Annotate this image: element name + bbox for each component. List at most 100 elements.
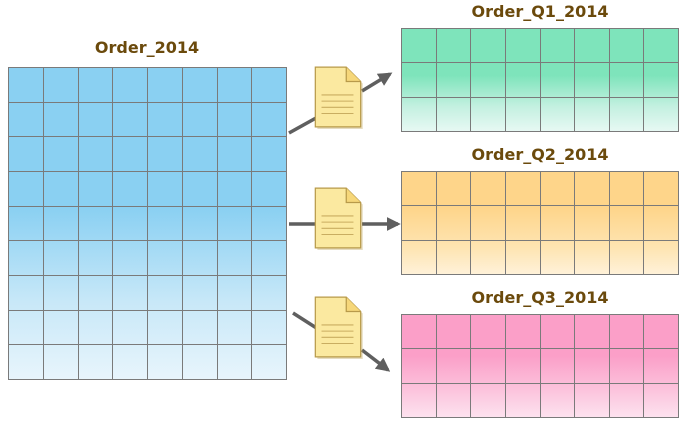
- table-cell: [644, 315, 679, 350]
- table-cell: [575, 172, 610, 207]
- table-cell: [148, 241, 183, 276]
- table-cell: [182, 276, 218, 311]
- table-cell: [148, 102, 183, 138]
- table-cell: [505, 349, 541, 384]
- table-cell: [609, 383, 645, 418]
- table-cell: [252, 310, 287, 346]
- table-cell: [471, 240, 506, 275]
- table-cell: [505, 29, 541, 64]
- table-cell: [644, 29, 679, 64]
- table-cell: [43, 345, 79, 380]
- table-cell: [540, 383, 576, 418]
- table-cell: [182, 310, 218, 346]
- table-cell: [252, 137, 287, 172]
- table-cell: [9, 137, 44, 172]
- table-cell: [436, 97, 472, 132]
- table-cell: [505, 206, 541, 241]
- table-cell: [113, 310, 148, 346]
- table-cell: [644, 349, 679, 384]
- table-cell: [505, 383, 541, 418]
- table-cell: [575, 63, 610, 98]
- table-cell: [182, 102, 218, 138]
- table-cell: [540, 349, 576, 384]
- source-table-title: Order_2014: [94, 38, 200, 57]
- table-cell: [252, 276, 287, 311]
- table-cell: [644, 240, 679, 275]
- table-cell: [217, 276, 253, 311]
- q3-table-grid: [401, 314, 679, 418]
- table-cell: [402, 349, 437, 384]
- table-cell: [9, 310, 44, 346]
- document-icon: [314, 296, 364, 360]
- table-cell: [113, 276, 148, 311]
- table-cell: [540, 172, 576, 207]
- table-cell: [644, 206, 679, 241]
- table-cell: [148, 310, 183, 346]
- table-cell: [78, 241, 114, 276]
- table-cell: [609, 240, 645, 275]
- table-cell: [252, 241, 287, 276]
- table-cell: [436, 206, 472, 241]
- table-cell: [43, 276, 79, 311]
- table-cell: [182, 241, 218, 276]
- q2-table-title: Order_Q2_2014: [471, 145, 609, 164]
- table-cell: [436, 383, 472, 418]
- document-icon: [314, 66, 364, 130]
- table-cell: [609, 315, 645, 350]
- table-cell: [9, 102, 44, 138]
- table-cell: [609, 206, 645, 241]
- table-cell: [9, 345, 44, 380]
- table-cell: [9, 206, 44, 242]
- table-cell: [113, 345, 148, 380]
- table-cell: [78, 206, 114, 242]
- table-cell: [78, 310, 114, 346]
- table-cell: [217, 68, 253, 103]
- table-cell: [148, 206, 183, 242]
- table-cell: [505, 97, 541, 132]
- table-cell: [402, 29, 437, 64]
- table-cell: [182, 68, 218, 103]
- table-cell: [644, 172, 679, 207]
- table-cell: [43, 102, 79, 138]
- table-cell: [609, 63, 645, 98]
- table-cell: [505, 172, 541, 207]
- table-cell: [113, 102, 148, 138]
- table-cell: [217, 206, 253, 242]
- table-cell: [113, 206, 148, 242]
- table-cell: [217, 241, 253, 276]
- table-cell: [609, 97, 645, 132]
- table-cell: [505, 240, 541, 275]
- table-cell: [78, 172, 114, 207]
- table-cell: [252, 68, 287, 103]
- table-cell: [609, 172, 645, 207]
- table-cell: [505, 315, 541, 350]
- table-cell: [644, 63, 679, 98]
- q1-table-title: Order_Q1_2014: [471, 2, 609, 21]
- table-cell: [471, 97, 506, 132]
- table-cell: [436, 63, 472, 98]
- table-cell: [43, 137, 79, 172]
- table-cell: [609, 29, 645, 64]
- q2-table-grid: [401, 171, 679, 275]
- table-cell: [43, 172, 79, 207]
- table-cell: [113, 137, 148, 172]
- table-cell: [78, 102, 114, 138]
- table-cell: [217, 345, 253, 380]
- table-cell: [9, 241, 44, 276]
- table-cell: [148, 137, 183, 172]
- table-cell: [113, 241, 148, 276]
- table-cell: [609, 349, 645, 384]
- table-cell: [540, 29, 576, 64]
- table-cell: [43, 241, 79, 276]
- table-cell: [113, 68, 148, 103]
- table-cell: [402, 206, 437, 241]
- table-cell: [217, 172, 253, 207]
- table-cell: [78, 68, 114, 103]
- table-cell: [148, 276, 183, 311]
- table-cell: [78, 276, 114, 311]
- table-cell: [402, 97, 437, 132]
- table-cell: [402, 383, 437, 418]
- table-cell: [575, 240, 610, 275]
- table-cell: [43, 68, 79, 103]
- table-cell: [644, 97, 679, 132]
